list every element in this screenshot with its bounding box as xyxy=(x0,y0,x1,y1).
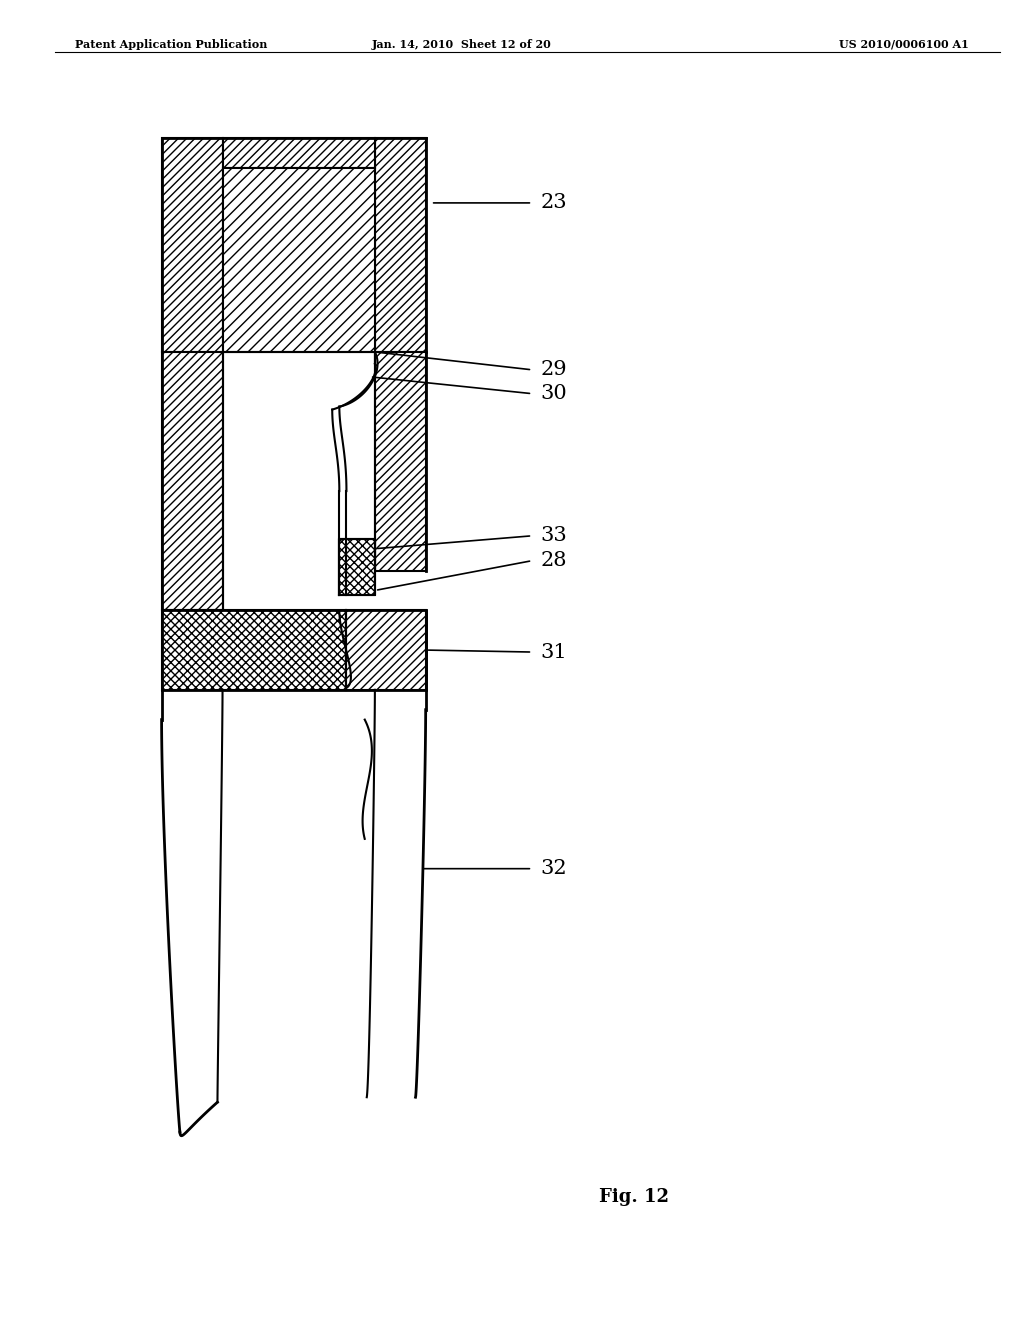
Polygon shape xyxy=(162,690,222,1133)
Polygon shape xyxy=(222,168,375,352)
Polygon shape xyxy=(162,352,222,610)
Text: 30: 30 xyxy=(541,384,567,403)
Text: US 2010/0006100 A1: US 2010/0006100 A1 xyxy=(840,40,969,50)
Text: 33: 33 xyxy=(541,527,567,545)
Polygon shape xyxy=(375,139,426,352)
Polygon shape xyxy=(162,139,222,352)
Text: 29: 29 xyxy=(541,360,567,379)
Text: 32: 32 xyxy=(541,859,567,878)
Polygon shape xyxy=(346,610,426,690)
Text: Patent Application Publication: Patent Application Publication xyxy=(75,40,267,50)
Text: Fig. 12: Fig. 12 xyxy=(599,1188,669,1205)
Text: 23: 23 xyxy=(541,194,567,213)
Text: Jan. 14, 2010  Sheet 12 of 20: Jan. 14, 2010 Sheet 12 of 20 xyxy=(372,40,551,50)
Polygon shape xyxy=(162,610,346,690)
Polygon shape xyxy=(222,139,375,168)
Polygon shape xyxy=(375,352,426,570)
Text: 28: 28 xyxy=(541,552,567,570)
Polygon shape xyxy=(367,690,426,1097)
Polygon shape xyxy=(339,539,375,595)
Text: 31: 31 xyxy=(541,643,567,661)
